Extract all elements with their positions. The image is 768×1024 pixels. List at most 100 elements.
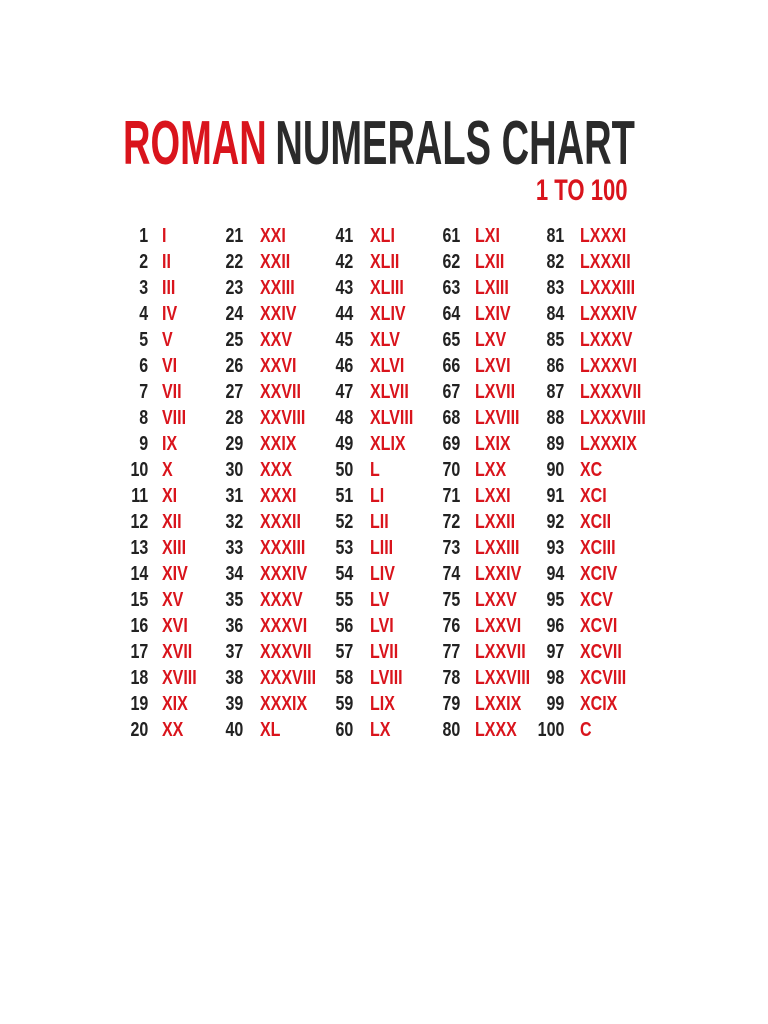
number: 21 [225, 225, 243, 247]
roman-numeral: LXI [475, 225, 500, 247]
roman-numeral: LXIII [475, 277, 509, 299]
roman-numeral: XXII [260, 251, 291, 273]
roman-numeral: XCIX [580, 693, 618, 715]
roman-numeral: LXXIII [475, 537, 520, 559]
roman-numeral: XLIV [370, 303, 406, 325]
roman-numeral: XLIX [370, 433, 406, 455]
number: 2 [139, 251, 148, 273]
roman-numeral: LVII [370, 641, 399, 663]
number: 85 [546, 329, 564, 351]
roman-numeral: XCVI [580, 615, 618, 637]
roman-numeral: LXXV [475, 589, 517, 611]
roman-numeral: I [162, 225, 167, 247]
roman-numeral: VIII [162, 407, 187, 429]
roman-numeral: XXVIII [260, 407, 306, 429]
roman-numeral: XX [162, 719, 184, 741]
roman-numeral: LXXIX [475, 693, 522, 715]
number: 15 [130, 589, 148, 611]
number: 52 [335, 511, 353, 533]
number: 31 [225, 485, 243, 507]
number: 3 [139, 277, 148, 299]
number: 71 [442, 485, 460, 507]
number: 73 [442, 537, 460, 559]
roman-numeral: XCIII [580, 537, 616, 559]
roman-numeral: XCI [580, 485, 607, 507]
number: 10 [130, 459, 148, 481]
roman-numeral: LIII [370, 537, 394, 559]
number: 26 [225, 355, 243, 377]
roman-numeral: XIX [162, 693, 188, 715]
number: 66 [442, 355, 460, 377]
roman-numeral: LXXVI [475, 615, 522, 637]
number: 77 [442, 641, 460, 663]
roman-numeral: LXIV [475, 303, 511, 325]
roman-numeral: LXIX [475, 433, 511, 455]
roman-numeral: XCIV [580, 563, 618, 585]
roman-numeral: XXXVI [260, 615, 308, 637]
number: 46 [335, 355, 353, 377]
number: 76 [442, 615, 460, 637]
number: 18 [130, 667, 148, 689]
number: 28 [225, 407, 243, 429]
roman-numeral: XCVIII [580, 667, 627, 689]
number: 63 [442, 277, 460, 299]
number: 42 [335, 251, 353, 273]
roman-numeral: XLV [370, 329, 400, 351]
roman-numeral: XC [580, 459, 603, 481]
number: 11 [131, 485, 148, 507]
title: ROMAN NUMERALS CHART [123, 113, 635, 175]
number: 6 [139, 355, 148, 377]
number: 91 [546, 485, 564, 507]
title-rest: NUMERALS CHART [275, 109, 635, 178]
roman-numeral: XXV [260, 329, 293, 351]
number: 58 [335, 667, 353, 689]
roman-numeral: XVIII [162, 667, 197, 689]
roman-numeral: XXXVII [260, 641, 312, 663]
roman-numeral: XLVI [370, 355, 405, 377]
number: 35 [225, 589, 243, 611]
roman-numeral: XVII [162, 641, 193, 663]
number: 99 [546, 693, 564, 715]
number: 74 [442, 563, 460, 585]
number: 33 [225, 537, 243, 559]
number: 90 [546, 459, 564, 481]
roman-numeral: LXXXVI [580, 355, 637, 377]
number: 37 [225, 641, 243, 663]
number: 20 [130, 719, 148, 741]
number: 67 [442, 381, 460, 403]
roman-numeral: XCII [580, 511, 612, 533]
number: 75 [442, 589, 460, 611]
number: 49 [335, 433, 353, 455]
number: 12 [130, 511, 148, 533]
roman-numeral: LXXVIII [475, 667, 531, 689]
roman-numeral: XI [162, 485, 178, 507]
number: 94 [546, 563, 564, 585]
roman-numeral: LXXVII [475, 641, 526, 663]
roman-numeral: LXXII [475, 511, 516, 533]
roman-numeral: VI [162, 355, 178, 377]
roman-numeral: XL [260, 719, 281, 741]
number: 41 [335, 225, 353, 247]
roman-numeral: III [162, 277, 176, 299]
roman-numeral: LIX [370, 693, 395, 715]
roman-numeral: XLVII [370, 381, 409, 403]
number: 24 [225, 303, 243, 325]
number: 65 [442, 329, 460, 351]
roman-numeral: XLI [370, 225, 395, 247]
number: 69 [442, 433, 460, 455]
roman-numeral: XXVII [260, 381, 301, 403]
roman-numeral: XLVIII [370, 407, 414, 429]
title-highlight: ROMAN [123, 109, 267, 178]
number: 61 [442, 225, 460, 247]
number: 53 [335, 537, 353, 559]
roman-numeral: LV [370, 589, 390, 611]
subtitle: 1 TO 100 [536, 174, 628, 207]
roman-numeral: LXVIII [475, 407, 520, 429]
roman-numeral: XVI [162, 615, 188, 637]
number: 30 [225, 459, 243, 481]
roman-numeral: LXX [475, 459, 507, 481]
roman-numeral: IV [162, 303, 178, 325]
number: 9 [139, 433, 148, 455]
roman-numeral: LXII [475, 251, 505, 273]
number: 88 [546, 407, 564, 429]
